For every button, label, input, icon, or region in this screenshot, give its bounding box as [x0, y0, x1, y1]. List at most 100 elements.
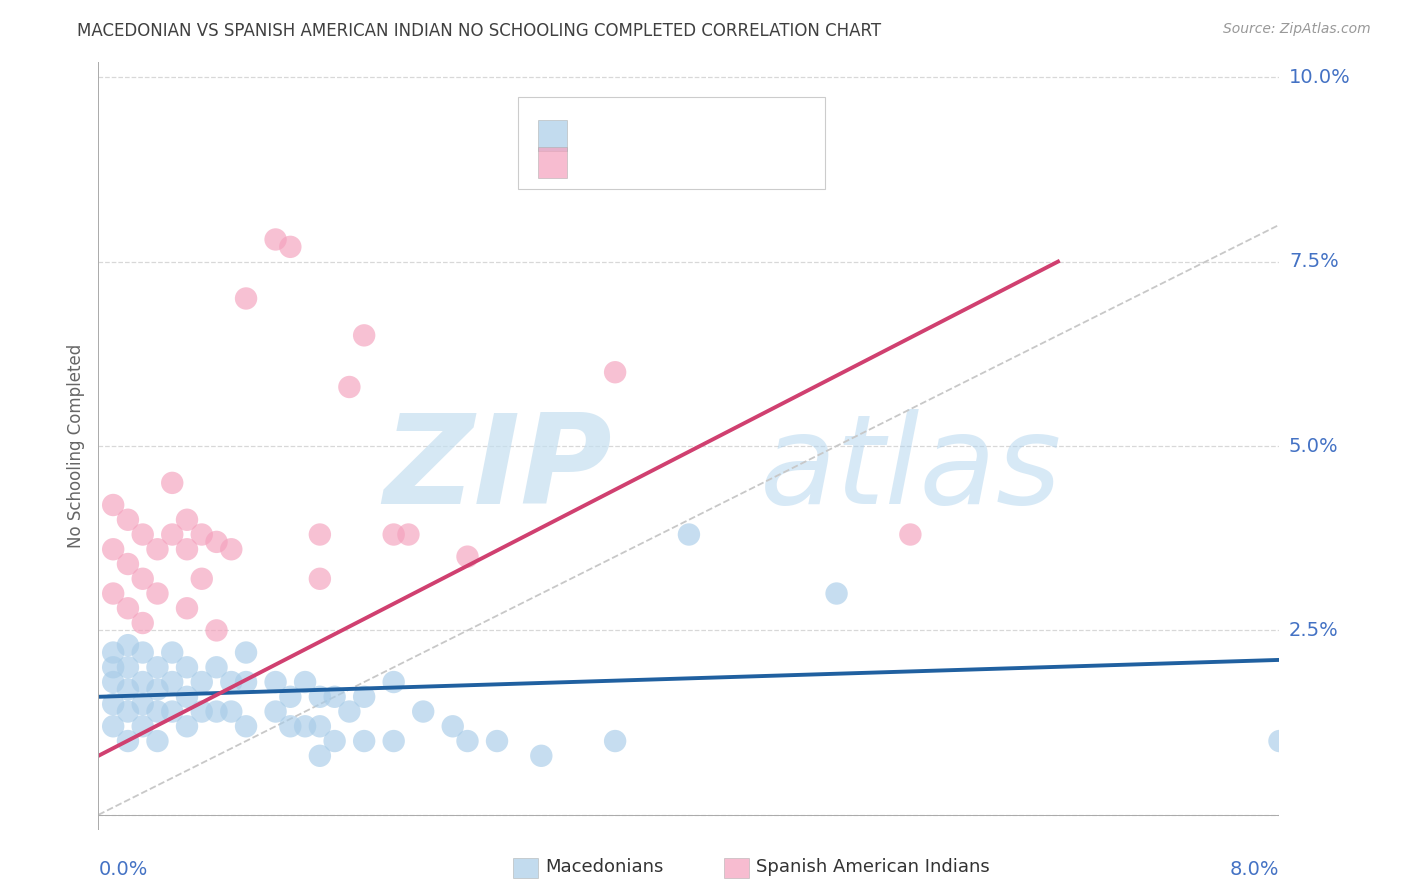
Point: [132, 615, 155, 630]
Point: [103, 498, 125, 512]
Point: [117, 557, 139, 571]
Point: [221, 705, 243, 719]
Point: [1268, 734, 1291, 748]
Point: [339, 380, 361, 394]
Text: N = 57: N = 57: [692, 127, 759, 145]
Point: [146, 682, 169, 697]
Point: [205, 705, 228, 719]
Point: [191, 675, 214, 690]
Text: Macedonians: Macedonians: [546, 858, 664, 876]
Point: [103, 697, 125, 711]
Point: [323, 690, 346, 704]
Point: [221, 542, 243, 557]
Point: [339, 705, 361, 719]
Point: [294, 675, 316, 690]
Point: [117, 734, 139, 748]
Point: [191, 572, 214, 586]
Point: [117, 638, 139, 652]
Point: [264, 675, 287, 690]
FancyBboxPatch shape: [537, 120, 567, 151]
Point: [264, 705, 287, 719]
Text: 7.5%: 7.5%: [1289, 252, 1339, 271]
Text: MACEDONIAN VS SPANISH AMERICAN INDIAN NO SCHOOLING COMPLETED CORRELATION CHART: MACEDONIAN VS SPANISH AMERICAN INDIAN NO…: [77, 22, 882, 40]
Point: [280, 690, 302, 704]
Text: R = 0.458: R = 0.458: [582, 153, 672, 171]
Text: Spanish American Indians: Spanish American Indians: [756, 858, 990, 876]
Point: [205, 660, 228, 674]
Point: [103, 542, 125, 557]
Point: [132, 697, 155, 711]
Point: [117, 705, 139, 719]
Point: [103, 675, 125, 690]
Text: Source: ZipAtlas.com: Source: ZipAtlas.com: [1223, 22, 1371, 37]
Point: [146, 734, 169, 748]
Point: [162, 705, 183, 719]
Point: [132, 572, 155, 586]
Point: [176, 690, 198, 704]
Point: [146, 660, 169, 674]
Point: [309, 690, 332, 704]
Text: R = 0.075: R = 0.075: [582, 127, 672, 145]
Point: [117, 660, 139, 674]
Point: [235, 675, 257, 690]
Point: [678, 527, 700, 541]
Point: [176, 601, 198, 615]
Point: [103, 646, 125, 660]
Point: [280, 719, 302, 733]
FancyBboxPatch shape: [537, 147, 567, 178]
Point: [235, 719, 257, 733]
Point: [382, 734, 405, 748]
Point: [221, 675, 243, 690]
Point: [117, 682, 139, 697]
Point: [162, 646, 183, 660]
Y-axis label: No Schooling Completed: No Schooling Completed: [66, 344, 84, 548]
Point: [382, 675, 405, 690]
Point: [191, 527, 214, 541]
Point: [486, 734, 509, 748]
Point: [132, 527, 155, 541]
Point: [457, 549, 479, 564]
Point: [309, 719, 332, 733]
Point: [162, 475, 183, 490]
Point: [117, 513, 139, 527]
Point: [162, 527, 183, 541]
Point: [605, 734, 627, 748]
Text: ZIP: ZIP: [384, 409, 612, 530]
Text: N = 33: N = 33: [692, 153, 759, 171]
Point: [132, 675, 155, 690]
Point: [294, 719, 316, 733]
Point: [530, 748, 553, 763]
Point: [457, 734, 479, 748]
Point: [146, 586, 169, 600]
Point: [176, 719, 198, 733]
Point: [398, 527, 420, 541]
Point: [441, 719, 464, 733]
Text: 2.5%: 2.5%: [1289, 621, 1339, 640]
Point: [309, 572, 332, 586]
Point: [205, 534, 228, 549]
Point: [323, 734, 346, 748]
Text: atlas: atlas: [759, 409, 1062, 530]
Point: [353, 690, 375, 704]
Point: [205, 624, 228, 638]
Text: 0.0%: 0.0%: [98, 860, 148, 880]
Point: [309, 748, 332, 763]
Point: [162, 675, 183, 690]
Point: [176, 660, 198, 674]
Point: [103, 586, 125, 600]
Point: [605, 365, 627, 379]
Point: [353, 734, 375, 748]
Point: [264, 232, 287, 246]
Point: [103, 660, 125, 674]
Point: [191, 705, 214, 719]
Point: [146, 705, 169, 719]
Text: 5.0%: 5.0%: [1289, 436, 1339, 456]
Point: [382, 527, 405, 541]
Point: [132, 719, 155, 733]
FancyBboxPatch shape: [517, 97, 825, 189]
Point: [176, 542, 198, 557]
Text: 10.0%: 10.0%: [1289, 68, 1351, 87]
Point: [132, 646, 155, 660]
Point: [412, 705, 434, 719]
Point: [353, 328, 375, 343]
